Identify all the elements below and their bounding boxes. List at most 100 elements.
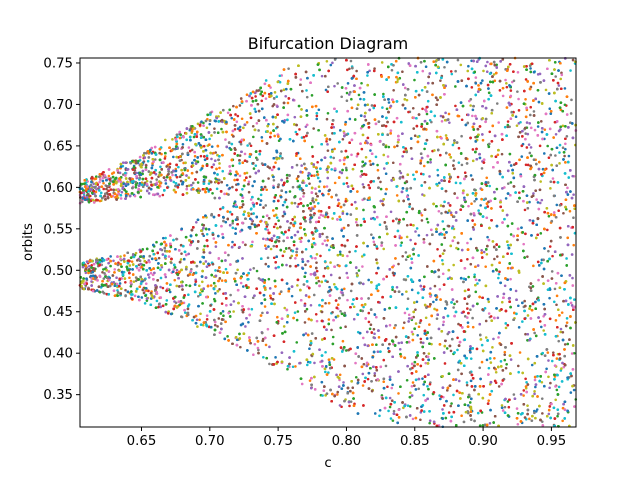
data-point <box>471 316 474 320</box>
data-point <box>163 155 167 158</box>
data-point <box>402 406 405 410</box>
data-point <box>184 283 188 287</box>
data-point <box>428 382 432 386</box>
data-point <box>466 307 469 310</box>
data-point <box>459 63 463 67</box>
data-point <box>221 310 225 313</box>
data-point <box>397 341 401 345</box>
data-point <box>565 207 568 211</box>
data-point <box>466 411 470 415</box>
data-point <box>181 301 184 305</box>
data-point <box>361 183 365 186</box>
data-point <box>564 142 567 146</box>
data-point <box>201 280 204 284</box>
data-point <box>447 201 450 205</box>
data-point <box>128 276 131 280</box>
data-point <box>433 284 437 288</box>
data-point <box>329 273 333 277</box>
data-point <box>345 168 348 172</box>
data-point <box>355 271 359 275</box>
data-point <box>155 178 159 181</box>
data-point <box>403 86 407 90</box>
data-point <box>340 150 343 153</box>
data-point <box>354 375 358 379</box>
data-point <box>454 104 457 108</box>
data-point <box>364 156 368 159</box>
data-point <box>480 343 484 347</box>
data-point <box>343 287 346 291</box>
data-point <box>100 256 104 260</box>
data-point <box>551 177 555 180</box>
data-point <box>204 260 208 263</box>
data-point <box>508 125 511 129</box>
data-point <box>179 258 183 261</box>
data-point <box>302 195 305 198</box>
data-point <box>388 323 392 327</box>
data-point <box>315 281 318 285</box>
data-point <box>235 170 238 173</box>
data-point <box>286 101 290 105</box>
data-point <box>339 326 342 330</box>
data-point <box>463 196 466 200</box>
data-point <box>507 405 511 409</box>
data-point <box>205 318 209 321</box>
data-point <box>326 111 330 115</box>
data-point <box>360 147 364 151</box>
data-point <box>236 114 240 118</box>
data-point <box>252 353 255 356</box>
data-point <box>226 335 229 338</box>
data-point <box>528 304 532 308</box>
data-point <box>328 361 331 364</box>
data-point <box>405 223 409 227</box>
data-point <box>466 241 469 245</box>
data-point <box>205 154 209 158</box>
data-point <box>380 61 384 64</box>
data-point <box>478 366 482 370</box>
data-point <box>516 364 520 368</box>
data-point <box>326 143 329 146</box>
data-point <box>440 119 444 123</box>
data-point <box>361 336 365 340</box>
data-point <box>278 80 282 84</box>
data-point <box>572 351 576 355</box>
data-point <box>392 409 396 413</box>
data-point <box>497 336 500 339</box>
data-point <box>422 393 426 397</box>
data-point <box>553 120 557 124</box>
data-point <box>401 175 405 179</box>
data-point <box>356 381 360 384</box>
data-point <box>231 219 235 223</box>
data-point <box>352 317 356 321</box>
data-point <box>348 404 351 408</box>
data-point <box>207 228 211 231</box>
data-point <box>554 154 557 157</box>
data-point <box>118 171 122 175</box>
data-point <box>401 326 405 330</box>
data-point <box>102 277 106 280</box>
data-point <box>203 244 206 248</box>
data-point <box>549 381 552 385</box>
data-point <box>89 183 93 187</box>
data-point <box>407 313 411 317</box>
data-point <box>482 250 486 254</box>
data-point <box>102 187 106 191</box>
data-point <box>101 270 104 274</box>
data-point <box>505 85 509 89</box>
data-point <box>569 69 572 72</box>
data-point <box>410 330 414 334</box>
data-point <box>470 59 473 63</box>
data-point <box>171 138 174 141</box>
data-point <box>369 149 372 152</box>
data-point <box>563 87 567 90</box>
data-point <box>479 204 482 207</box>
data-point <box>565 257 568 260</box>
data-point <box>254 110 258 113</box>
data-point <box>232 310 235 313</box>
data-point <box>548 107 552 111</box>
data-point <box>506 125 510 129</box>
data-point <box>238 154 242 157</box>
data-point <box>206 244 209 248</box>
data-point <box>433 149 436 152</box>
data-point <box>487 366 491 370</box>
data-point <box>547 214 551 218</box>
